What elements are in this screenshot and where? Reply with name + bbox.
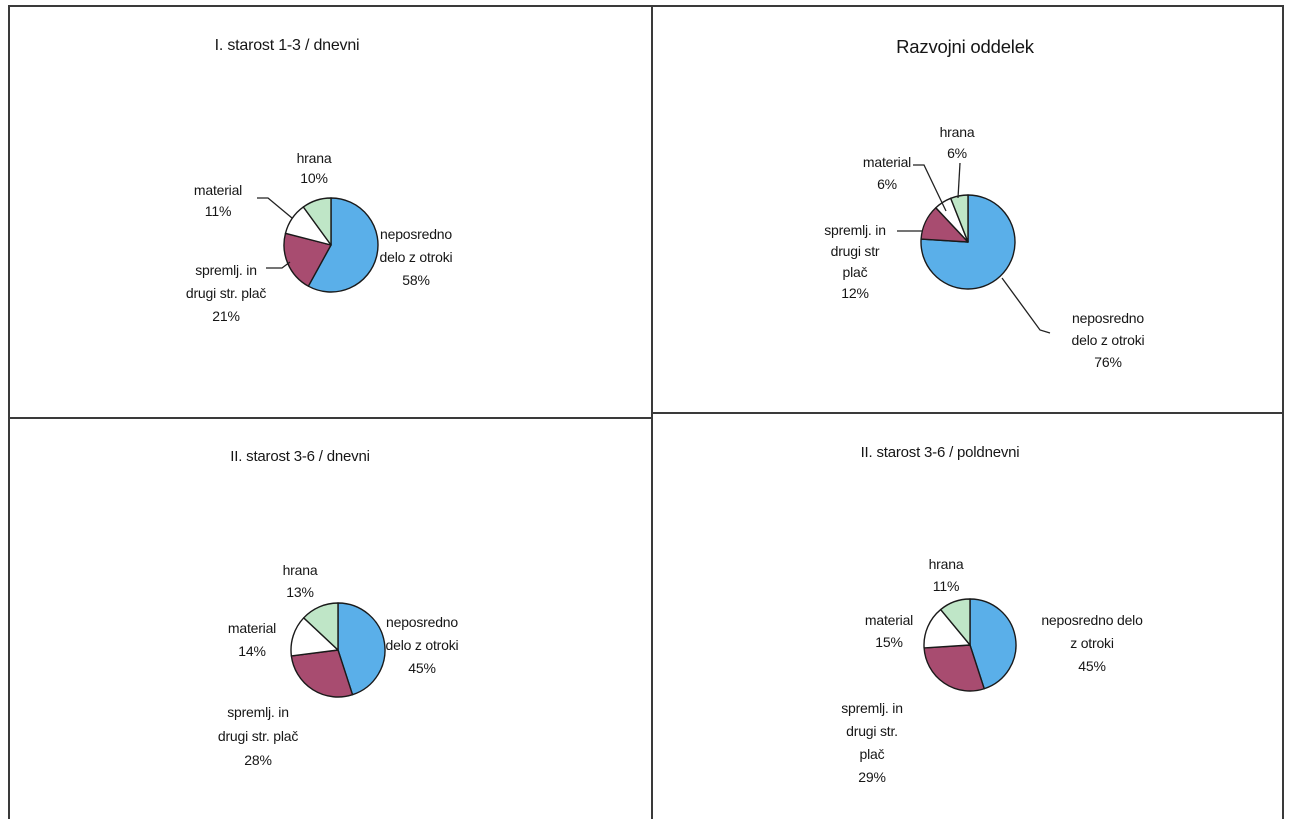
panel-border-top [8,5,1284,7]
slice-percent: 58 [380,269,453,292]
slice-label-spremlj: spremlj. in drugi str. plač 28 [218,700,298,772]
slice-label-text: material [864,612,914,628]
pie-chart [897,162,1051,334]
chart-panel-1: I. starost 1-3 / dnevni neposredno delo … [9,6,652,418]
slice-label-neposredno: neposredno delo z otroki 45 [1041,609,1143,678]
slice-label-text: hrana [296,150,332,166]
pie-slices [290,602,386,698]
pie-slices [923,598,1017,692]
slice-percent: 15 [865,631,913,653]
pie-slice-spremlj [290,649,354,698]
slice-label-text: spremlj. in drugi str. plač [217,704,299,744]
slice-percent: 28 [218,748,298,772]
leader-line-spremlj [266,261,291,269]
slice-label-spremlj: spremlj. in drugi str plač 12 [824,220,886,304]
leader-line-hrana [957,162,961,199]
pie-slice-spremlj [923,644,985,692]
slice-label-text: neposredno delo z otroki [379,226,453,265]
slice-label-spremlj: spremlj. in drugi str. plač 29 [841,697,903,789]
slice-percent: 45 [1041,655,1142,678]
slice-label-text: hrana [282,562,318,578]
slice-label-spremlj: spremlj. in drugi str. plač 21 [186,259,266,328]
slice-percent: 10 [297,168,332,188]
slice-label-neposredno: neposredno delo z otroki 58 [380,223,453,292]
slice-label-hrana: hrana 11 [929,553,964,597]
leader-line-material [913,164,947,212]
slice-percent: 21 [186,305,266,328]
slice-label-material: material 11 [194,180,242,222]
slice-label-text: hrana [928,556,964,572]
panel-divider-right [652,412,1284,414]
leader-line-material [257,197,293,219]
slice-label-hrana: hrana 6 [940,122,975,164]
slice-label-material: material 6 [863,151,911,195]
pie-slice-hrana [303,602,339,651]
slice-label-text: material [862,154,912,170]
chart-panel-4: II. starost 3-6 / poldnevni neposredno d… [652,413,1283,819]
chart-panel-2: Razvojni oddelek neposredno delo z otrok… [652,6,1283,413]
slice-percent: 6 [940,143,975,164]
slice-label-neposredno: neposredno delo z otroki 76 [1072,307,1145,373]
leader-line-neposredno [1001,277,1051,334]
slice-label-text: spremlj. in drugi str plač [824,222,886,280]
slice-percent: 11 [194,201,242,222]
slice-label-hrana: hrana 10 [297,148,332,188]
chart-title: Razvojni oddelek [896,36,1034,57]
pie-slice-hrana [950,194,969,243]
panel-divider-left [8,417,653,419]
slice-percent: 12 [824,283,886,304]
slice-label-material: material 15 [865,609,913,653]
pie-slices [283,197,379,293]
slice-label-text: neposredno delo z otroki [1071,310,1145,348]
slice-percent: 14 [228,640,276,663]
slice-percent: 13 [283,581,318,603]
pie-slice-neposredno [969,598,1017,690]
chart-title: II. starost 3-6 / dnevni [230,448,370,465]
slice-percent: 76 [1072,351,1145,373]
slice-label-text: material [193,182,243,198]
slice-label-text: hrana [939,124,975,140]
slice-percent: 29 [841,766,903,789]
slice-label-hrana: hrana 13 [283,559,318,603]
pie-chart [290,602,386,698]
pie-slice-hrana [302,197,332,246]
slice-label-neposredno: neposredno delo z otroki 45 [386,611,459,680]
chart-title: I. starost 1-3 / dnevni [214,37,360,54]
pie-chart [923,598,1017,692]
slice-percent: 6 [863,173,911,195]
chart-title: II. starost 3-6 / poldnevni [860,444,1020,461]
pie-slice-hrana [939,598,971,646]
slice-percent: 45 [386,657,459,680]
slice-label-text: spremlj. in drugi str. plač [841,700,903,762]
panel-border-left [8,5,10,819]
pie-slice-neposredno [307,197,379,293]
pie-slices [920,194,1016,290]
pie-chart [257,197,379,293]
slice-percent: 11 [929,575,964,597]
slice-label-text: neposredno delo z otroki [1041,612,1143,651]
chart-panel-3: II. starost 3-6 / dnevni neposredno delo… [9,418,652,819]
slice-label-text: material [227,620,277,636]
slice-label-text: spremlj. in drugi str. plač [185,262,267,301]
pie-slice-neposredno [337,602,386,696]
slice-label-text: neposredno delo z otroki [385,614,459,653]
slice-label-material: material 14 [228,617,276,663]
